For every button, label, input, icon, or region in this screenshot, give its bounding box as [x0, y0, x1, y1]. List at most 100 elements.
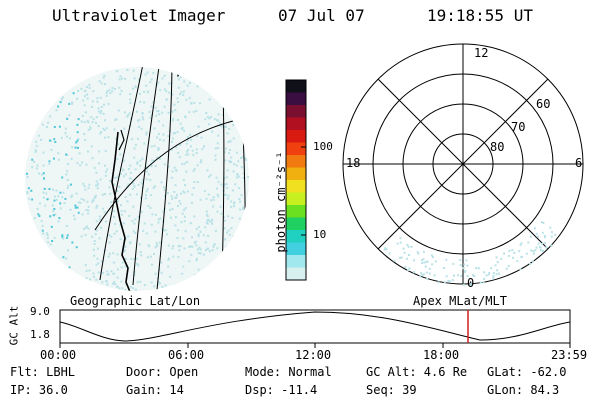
image-speckle: [176, 119, 179, 121]
image-speckle: [54, 141, 57, 143]
image-speckle: [145, 190, 148, 193]
image-speckle: [70, 157, 73, 160]
polar-mlt-0: 0: [467, 276, 475, 290]
image-speckle: [216, 210, 219, 213]
image-speckle: [115, 118, 118, 121]
image-speckle: [109, 92, 112, 95]
image-speckle: [174, 196, 177, 199]
image-speckle: [36, 207, 39, 210]
image-speckle: [231, 216, 234, 219]
image-speckle: [77, 138, 80, 140]
image-speckle: [90, 116, 93, 119]
image-speckle: [182, 190, 185, 193]
image-speckle: [31, 166, 34, 169]
image-speckle: [229, 161, 231, 164]
image-speckle: [116, 70, 119, 73]
image-speckle: [95, 122, 97, 124]
image-speckle: [144, 194, 147, 197]
image-speckle: [105, 91, 108, 94]
image-speckle: [113, 128, 116, 131]
image-speckle: [77, 146, 79, 149]
image-speckle: [145, 131, 148, 134]
image-speckle: [171, 197, 174, 200]
image-speckle: [95, 180, 98, 183]
image-speckle: [156, 244, 159, 247]
polar-speckle: [466, 264, 469, 267]
image-speckle: [120, 280, 123, 283]
image-speckle: [86, 200, 89, 203]
image-speckle: [47, 241, 50, 244]
image-speckle: [50, 139, 53, 142]
image-speckle: [167, 165, 170, 168]
image-speckle: [162, 229, 165, 232]
polar-speckle: [459, 264, 462, 267]
image-speckle: [227, 229, 230, 232]
polar-speckle: [384, 247, 387, 250]
image-speckle: [92, 199, 95, 202]
polar-speckle: [410, 245, 413, 248]
image-speckle: [157, 120, 160, 123]
image-speckle: [115, 230, 118, 233]
image-speckle: [94, 233, 97, 236]
image-speckle: [199, 198, 202, 201]
image-speckle: [135, 288, 137, 291]
image-speckle: [53, 138, 56, 141]
image-speckle: [244, 158, 247, 161]
polar-speckle: [539, 249, 542, 252]
colorbar-tick-10: 10: [313, 228, 327, 241]
image-speckle: [122, 175, 125, 178]
image-speckle: [108, 186, 111, 189]
polar-speckle: [477, 267, 480, 270]
image-speckle: [191, 193, 194, 196]
image-speckle: [118, 86, 121, 89]
image-speckle: [53, 126, 56, 128]
image-speckle: [80, 197, 83, 200]
image-speckle: [211, 222, 214, 225]
polar-mlt-18: 18: [346, 156, 361, 170]
image-speckle: [83, 104, 86, 107]
image-speckle: [157, 218, 160, 221]
image-speckle: [240, 157, 242, 159]
image-speckle: [182, 265, 185, 268]
image-speckle: [117, 174, 120, 177]
image-speckle: [88, 183, 91, 186]
image-speckle: [170, 195, 173, 198]
image-speckle: [232, 170, 235, 173]
image-speckle: [30, 189, 33, 192]
image-speckle: [157, 280, 160, 283]
image-speckle: [107, 273, 110, 276]
image-speckle: [236, 151, 238, 154]
image-speckle: [165, 90, 168, 93]
polar-speckle: [550, 235, 553, 238]
polar-speckle: [431, 256, 434, 259]
image-speckle: [143, 101, 146, 104]
image-speckle: [234, 183, 237, 186]
image-speckle: [104, 149, 107, 152]
geographic-label: Geographic Lat/Lon: [70, 294, 201, 308]
image-speckle: [129, 164, 132, 167]
info-ip: IP: 36.0: [10, 383, 68, 397]
colorbar-cell: [286, 242, 306, 256]
image-speckle: [237, 175, 240, 178]
polar-speckle: [470, 283, 472, 286]
image-speckle: [104, 119, 107, 122]
image-speckle: [195, 148, 198, 151]
image-speckle: [128, 215, 131, 217]
image-speckle: [192, 153, 195, 156]
image-speckle: [170, 148, 173, 151]
image-speckle: [161, 111, 164, 114]
image-speckle: [41, 229, 44, 232]
image-speckle: [95, 171, 98, 174]
image-speckle: [242, 155, 245, 158]
image-speckle: [88, 86, 91, 89]
image-speckle: [120, 213, 123, 216]
image-speckle: [200, 159, 203, 162]
image-speckle: [67, 163, 70, 165]
image-speckle: [145, 84, 148, 87]
image-speckle: [158, 241, 161, 244]
image-speckle: [139, 100, 142, 103]
image-speckle: [230, 161, 233, 163]
image-speckle: [152, 72, 155, 75]
image-speckle: [102, 112, 105, 115]
